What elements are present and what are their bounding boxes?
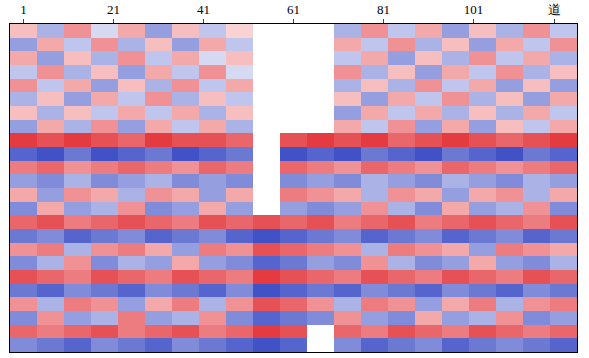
svg-text:101: 101 [464,2,484,17]
svg-text:81: 81 [377,2,390,17]
svg-text:1: 1 [20,2,27,17]
svg-text:41: 41 [197,2,210,17]
svg-text:61: 61 [287,2,300,17]
svg-text:道: 道 [548,2,561,17]
svg-text:21: 21 [107,2,120,17]
